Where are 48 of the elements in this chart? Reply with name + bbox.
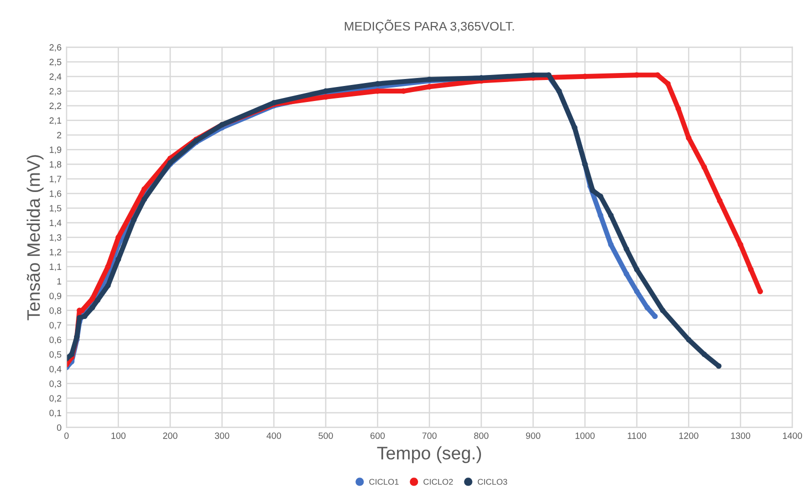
y-tick-label: 2 [57,132,62,138]
y-tick-label: 1,5 [50,205,62,212]
y-tick-label: 1,8 [50,161,62,169]
y-tick-label: 2,3 [50,88,62,96]
x-tick-label: 500 [318,432,333,439]
y-tick-label: 1,6 [50,190,62,198]
y-tick-label: 1,2 [50,248,62,256]
chart-title: MEDIÇÕES PARA 3,365VOLT. [344,20,514,34]
y-tick-label: 2,5 [50,58,62,66]
y-tick-label: 0,9 [49,292,62,300]
y-tick-label: 0,4 [49,366,62,374]
y-tick-label: 0,8 [49,307,62,315]
y-tick-label: 1,4 [50,220,62,228]
legend-label: CICLO3 [478,478,508,485]
x-tick-label: 900 [526,432,540,439]
x-tick-label: 700 [422,432,437,439]
y-tick-label: 0 [56,424,62,431]
y-axis-title: Tensão Medida (mV) [26,155,44,320]
x-tick-label: 1000 [576,432,595,439]
x-tick-label: 200 [163,432,178,439]
y-tick-label: 1 [57,278,62,284]
y-tick-label: 1,3 [50,234,62,242]
x-tick-label: 1400 [782,432,802,439]
y-tick-label: 2,4 [50,73,62,81]
x-tick-label: 0 [64,432,69,439]
x-tick-label: 1300 [731,432,750,439]
y-tick-label: 2,2 [50,102,62,110]
x-tick-label: 600 [370,432,385,439]
y-tick-label: 1,7 [50,176,62,184]
y-tick-label: 1,1 [50,264,62,271]
y-tick-label: 2,1 [50,117,62,125]
x-tick-label: 300 [214,432,230,439]
legend-label: CICLO2 [424,478,453,485]
y-tick-label: 0,2 [49,395,62,403]
y-tick-label: 0,3 [49,380,62,388]
legend-label: CICLO1 [369,478,399,485]
y-tick-label: 0,1 [49,410,62,418]
y-tick-label: 0,5 [49,351,62,359]
y-tick-label: 0,6 [49,336,62,344]
x-tick-label: 800 [474,432,488,439]
x-tick-label: 1200 [679,432,698,439]
x-tick-label: 1100 [628,432,646,439]
x-tick-label: 100 [112,432,126,439]
y-tick-label: 2,6 [50,44,62,52]
y-tick-label: 1,9 [50,146,62,154]
x-axis-title: Tempo (seg.) [377,446,481,464]
y-tick-label: 0,7 [49,322,62,330]
x-tick-label: 400 [266,432,282,439]
